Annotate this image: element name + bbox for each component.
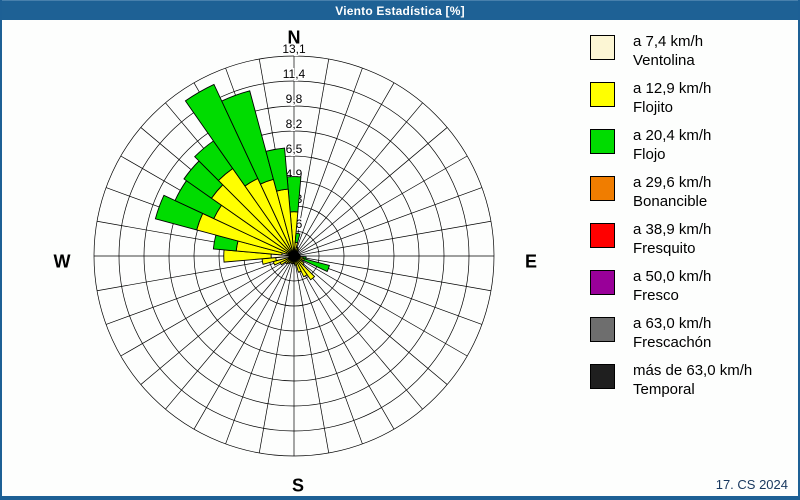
legend-item: a 20,4 km/h Flojo (590, 126, 790, 164)
legend-swatch-5 (590, 223, 615, 248)
legend-swatch-2 (590, 82, 615, 107)
legend-speed: a 29,6 km/h (633, 174, 712, 191)
legend-label: a 20,4 km/h Flojo (633, 126, 711, 164)
petal-segment (221, 90, 275, 185)
legend-label: a 38,9 km/h Fresquito (633, 220, 711, 258)
compass-label-north: N (287, 27, 301, 48)
compass-label-west: W (53, 251, 71, 272)
legend: a 7,4 km/h Ventolina a 12,9 km/h Flojito a 2… (590, 32, 790, 408)
legend-label: a 29,6 km/h Bonancible (633, 173, 711, 211)
legend-speed: a 7,4 km/h (633, 33, 704, 50)
compass-label-east: E (524, 251, 538, 272)
legend-swatch-7 (590, 317, 615, 342)
footer-date: 17. CS 2024 (715, 477, 788, 492)
legend-swatch-4 (590, 176, 615, 201)
petal-segment (303, 258, 330, 273)
legend-name: Flojito (633, 99, 674, 116)
legend-speed: más de 63,0 km/h (633, 362, 753, 379)
legend-item: a 12,9 km/h Flojito (590, 79, 790, 117)
legend-name: Flojo (633, 146, 666, 163)
wind-rose-chart: 1,63,34,96,58,29,811,413,1 (93, 41, 495, 457)
legend-speed: a 38,9 km/h (633, 221, 712, 238)
legend-speed: a 50,0 km/h (633, 268, 712, 285)
legend-name: Frescachón (633, 334, 712, 351)
radial-tick-label: 11,4 (283, 67, 306, 81)
legend-label: a 7,4 km/h Ventolina (633, 32, 703, 70)
legend-speed: a 20,4 km/h (633, 127, 712, 144)
legend-name: Temporal (633, 381, 695, 398)
legend-label: a 50,0 km/h Fresco (633, 267, 711, 305)
legend-item: a 63,0 km/h Frescachón (590, 314, 790, 352)
legend-swatch-6 (590, 270, 615, 295)
legend-item: a 29,6 km/h Bonancible (590, 173, 790, 211)
legend-swatch-1 (590, 35, 615, 60)
legend-label: a 63,0 km/h Frescachón (633, 314, 711, 352)
legend-swatch-3 (590, 129, 615, 154)
center-marker (288, 250, 300, 262)
petal-segment (265, 147, 289, 192)
legend-name: Fresco (633, 287, 679, 304)
radial-tick-label: 13,1 (282, 42, 306, 56)
radial-tick-label: 8,2 (286, 117, 303, 131)
legend-label: a 12,9 km/h Flojito (633, 79, 711, 117)
petal-segment (154, 194, 204, 231)
legend-item: a 50,0 km/h Fresco (590, 267, 790, 305)
legend-name: Fresquito (633, 240, 696, 257)
legend-label: más de 63,0 km/h Temporal (633, 361, 752, 399)
legend-item: más de 63,0 km/h Temporal (590, 361, 790, 399)
legend-speed: a 63,0 km/h (633, 315, 712, 332)
radial-tick-label: 6,5 (286, 142, 303, 156)
page-title: Viento Estadística [%] (335, 3, 465, 18)
legend-name: Ventolina (633, 52, 695, 69)
legend-speed: a 12,9 km/h (633, 80, 712, 97)
compass-label-south: S (291, 475, 305, 496)
legend-name: Bonancible (633, 193, 708, 210)
legend-swatch-8 (590, 364, 615, 389)
title-bar: Viento Estadística [%] (2, 0, 798, 20)
petal-segment (286, 176, 302, 213)
legend-item: a 38,9 km/h Fresquito (590, 220, 790, 258)
petal-segment (184, 83, 259, 187)
legend-item: a 7,4 km/h Ventolina (590, 32, 790, 70)
radial-tick-label: 9,8 (286, 92, 303, 106)
petal-segment (294, 232, 301, 244)
